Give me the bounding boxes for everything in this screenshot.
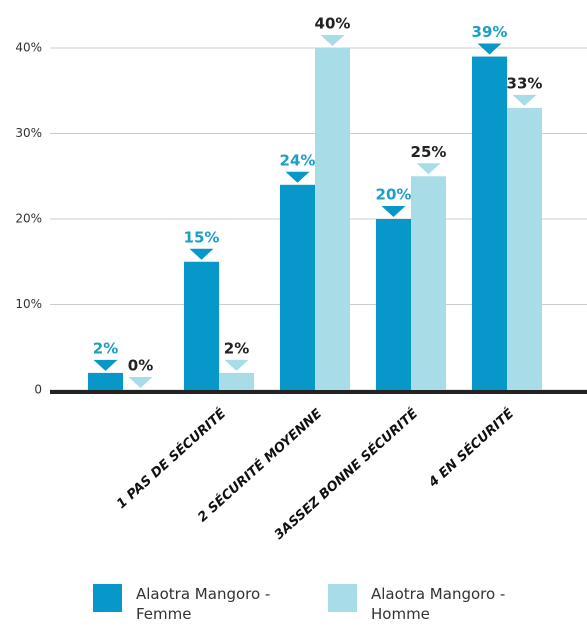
legend-label: Alaotra Mangoro - Femme — [136, 585, 271, 623]
legend-item: Alaotra Mangoro - Homme — [328, 584, 511, 624]
x-tick-label: 1 PAS DE SÉCURITÉ — [114, 406, 230, 512]
bar — [472, 56, 507, 391]
label-pointer — [416, 163, 441, 175]
bar — [376, 219, 411, 390]
data-label: 25% — [411, 143, 447, 161]
x-tick-label: 4 EN SÉCURITÉ — [425, 406, 517, 491]
label-pointer — [320, 35, 345, 46]
label-pointer — [285, 171, 310, 183]
legend-swatch — [93, 584, 122, 612]
y-tick-label: 30% — [15, 126, 42, 140]
bar — [88, 372, 123, 390]
bar — [411, 176, 446, 390]
label-pointer — [224, 359, 249, 371]
bar — [184, 261, 219, 390]
data-label: 40% — [315, 15, 351, 33]
label-pointer — [512, 94, 537, 106]
legend-item: Alaotra Mangoro - Femme — [93, 584, 276, 624]
legend-label: Alaotra Mangoro - Homme — [371, 585, 506, 623]
data-label: 0% — [128, 357, 153, 375]
data-label: 20% — [376, 186, 412, 204]
legend-swatch — [328, 584, 357, 612]
label-pointer — [93, 359, 118, 371]
label-pointer — [128, 377, 153, 388]
y-tick-label: 20% — [15, 212, 42, 226]
bar — [280, 184, 315, 390]
data-label: 15% — [184, 228, 220, 246]
data-label: 2% — [93, 339, 118, 357]
y-tick-label: 40% — [15, 41, 42, 55]
bar — [315, 48, 350, 390]
label-pointer — [477, 43, 502, 55]
y-tick-label: 10% — [15, 297, 42, 311]
label-pointer — [189, 248, 214, 260]
bar — [507, 107, 542, 390]
data-label: 2% — [224, 339, 249, 357]
data-label: 33% — [507, 74, 543, 92]
label-pointer — [381, 206, 406, 217]
data-label: 24% — [280, 151, 316, 169]
y-tick-label: 0 — [34, 383, 42, 397]
bar — [219, 372, 254, 390]
data-label: 39% — [472, 23, 508, 41]
